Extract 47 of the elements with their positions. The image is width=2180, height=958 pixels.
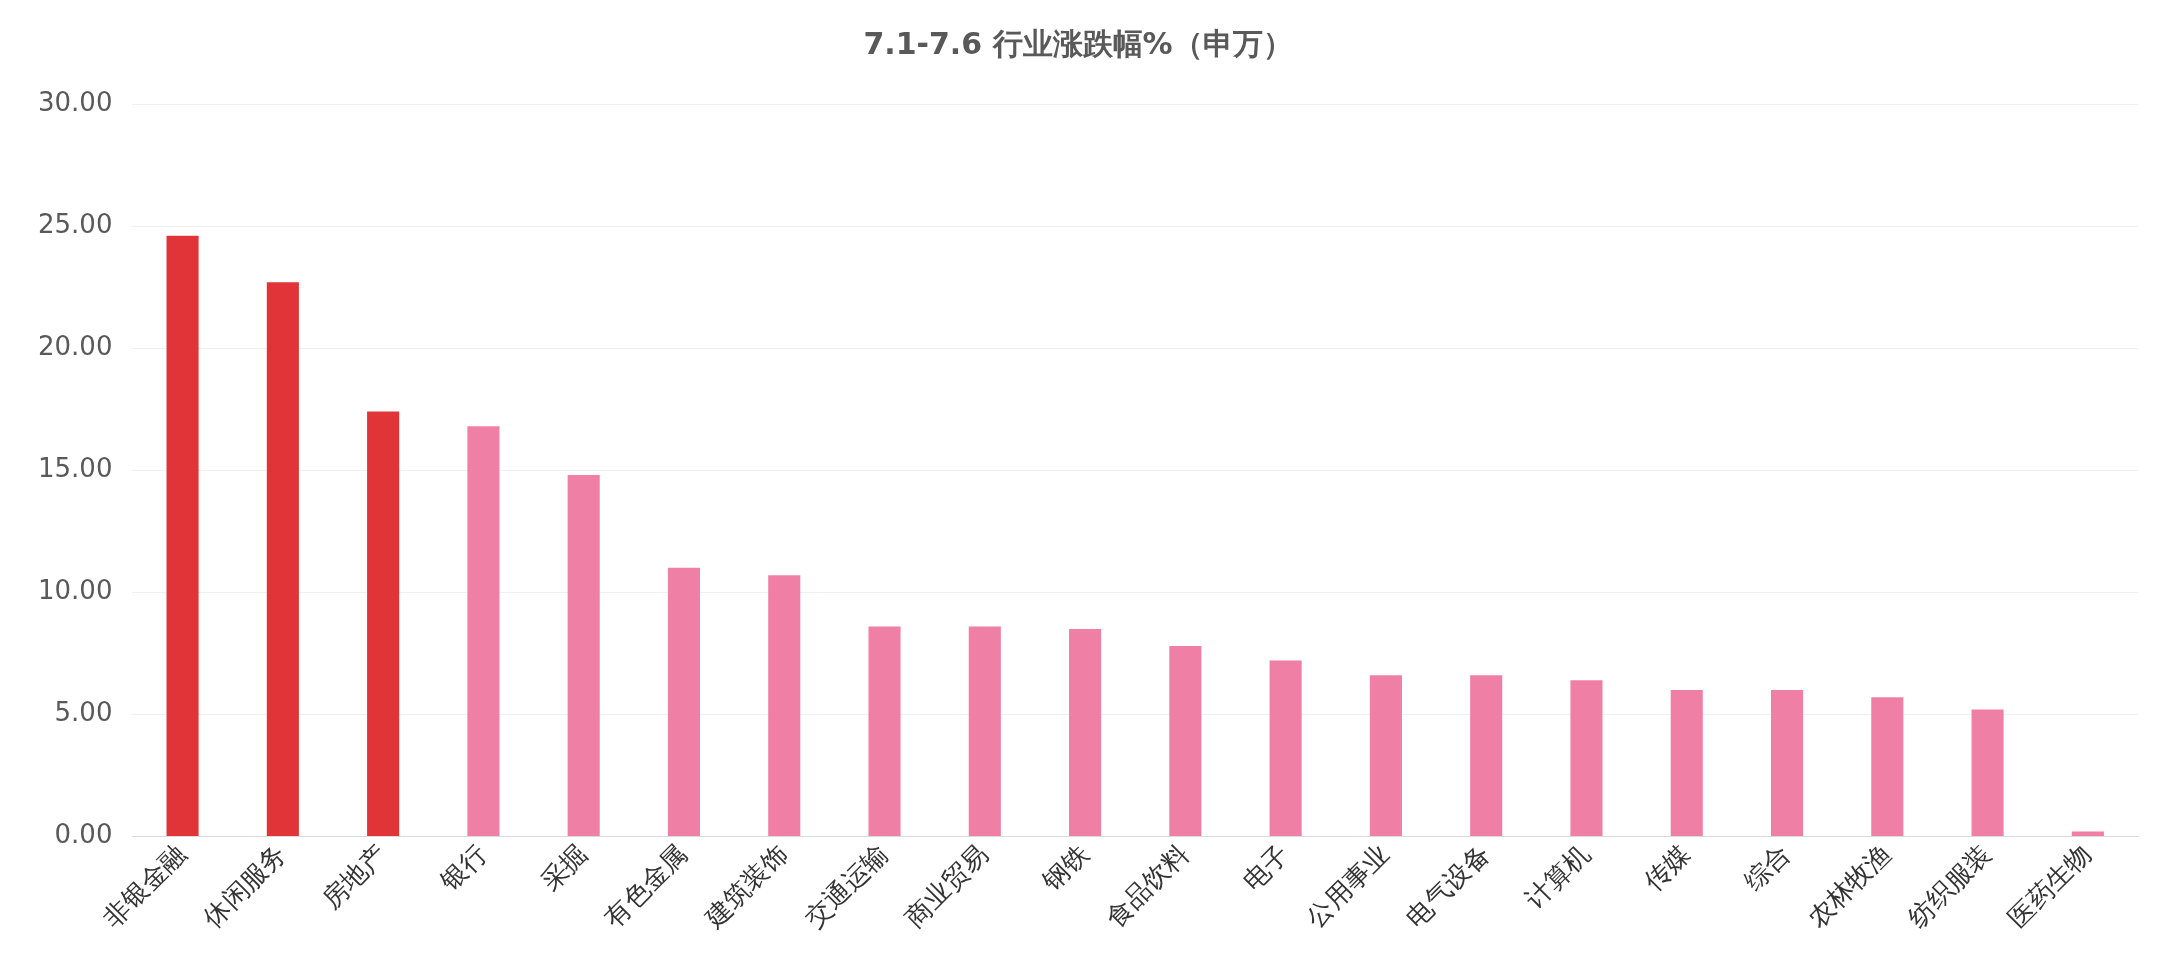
x-tick-label: 综合 (1738, 838, 1797, 897)
bar (1169, 645, 1202, 836)
x-tick-label: 纺织服装 (1902, 838, 1997, 934)
x-tick-label: 医药生物 (2002, 838, 2097, 934)
x-tick-label: 钢铁 (1036, 838, 1095, 897)
bar (1269, 660, 1302, 836)
x-tick-label: 房地产 (316, 838, 393, 915)
x-tick-label: 电子 (1237, 838, 1295, 897)
bar (1770, 689, 1804, 836)
x-tick-label: 农林牧渔 (1802, 838, 1897, 934)
x-tick-label: 银行 (434, 838, 493, 897)
bar (266, 282, 299, 836)
x-tick-label: 公用事业 (1300, 838, 1395, 934)
x-tick-label: 采掘 (535, 838, 593, 897)
x-tick-label: 有色金属 (598, 838, 694, 934)
bar (1971, 709, 2004, 836)
bar (768, 575, 801, 836)
y-tick-label: 20.00 (38, 330, 113, 361)
y-tick-label: 10.00 (38, 575, 113, 606)
x-tick-label: 食品饮料 (1100, 838, 1195, 934)
bar (166, 235, 199, 836)
bar (1470, 675, 1503, 836)
x-tick-label: 休闲服务 (197, 838, 292, 934)
bar (2071, 831, 2104, 836)
bar (467, 426, 500, 836)
bar (868, 626, 901, 836)
x-tick-label: 电气设备 (1401, 838, 1496, 934)
y-tick-label: 30.00 (38, 86, 113, 117)
bar (1570, 680, 1603, 836)
bar (968, 626, 1001, 836)
bar (567, 475, 600, 836)
x-tick-label: 建筑装饰 (698, 838, 794, 934)
bar (1871, 697, 1904, 836)
x-tick-label: 传媒 (1638, 838, 1696, 897)
x-tick-label: 计算机 (1519, 838, 1596, 915)
x-tick-label: 交通运输 (799, 838, 894, 934)
y-tick-label: 15.00 (38, 452, 113, 483)
x-tick-label: 商业贸易 (899, 838, 994, 934)
bar (1069, 628, 1102, 836)
bar (1369, 675, 1402, 836)
y-tick-label: 0.00 (54, 819, 113, 850)
bar (1670, 689, 1703, 836)
y-tick-label: 25.00 (38, 208, 113, 239)
y-tick-label: 5.00 (54, 697, 113, 728)
bar (667, 567, 701, 836)
bar (367, 411, 400, 836)
chart-title: 7.1-7.6 行业涨跌幅%（申万） (863, 25, 1293, 61)
